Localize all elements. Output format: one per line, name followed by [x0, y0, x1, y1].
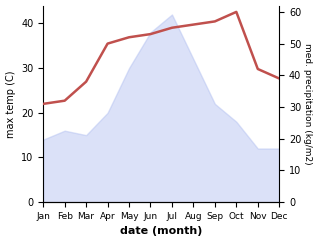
Y-axis label: max temp (C): max temp (C): [5, 70, 16, 138]
X-axis label: date (month): date (month): [120, 227, 203, 236]
Y-axis label: med. precipitation (kg/m2): med. precipitation (kg/m2): [303, 43, 313, 165]
